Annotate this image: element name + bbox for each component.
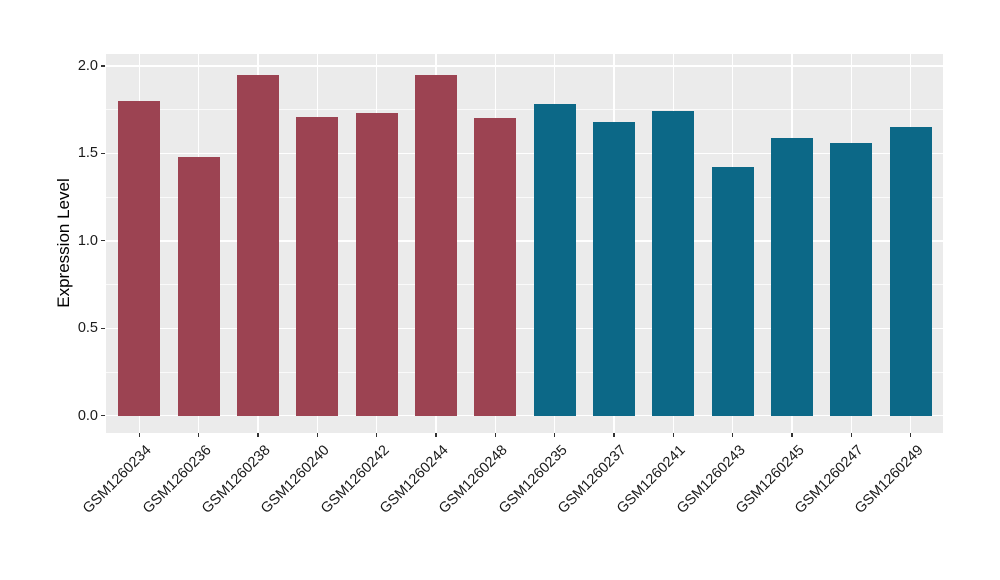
x-tick-mark xyxy=(494,433,496,437)
gridline-minor xyxy=(106,109,943,111)
gridline-major xyxy=(106,152,943,155)
bar xyxy=(236,74,279,416)
x-tick-mark xyxy=(554,433,556,437)
y-tick-mark xyxy=(101,327,105,329)
bar xyxy=(830,142,873,416)
y-tick-label: 0.5 xyxy=(77,320,98,337)
y-tick-mark xyxy=(101,415,105,417)
y-tick-mark xyxy=(101,240,105,242)
x-tick-mark xyxy=(198,433,200,437)
gridline-major xyxy=(106,414,943,417)
x-tick-mark xyxy=(791,433,793,437)
x-tick-mark xyxy=(850,433,852,437)
bar xyxy=(592,121,635,416)
y-tick-label: 1.5 xyxy=(77,145,98,162)
bar xyxy=(296,116,339,416)
y-tick-label: 2.0 xyxy=(77,58,98,74)
x-tick-mark xyxy=(435,433,437,437)
gridline-major xyxy=(106,65,943,67)
y-tick-label: 0.0 xyxy=(77,407,98,424)
bar xyxy=(414,74,457,416)
bar xyxy=(177,156,220,416)
bar xyxy=(889,127,932,416)
x-tick-mark xyxy=(316,433,318,437)
x-tick-mark xyxy=(732,433,734,437)
x-tick-mark xyxy=(672,433,674,437)
bar xyxy=(118,100,161,416)
gridline-major xyxy=(106,240,943,242)
x-tick-mark xyxy=(138,433,140,437)
x-tick-mark xyxy=(257,433,259,437)
plot-panel xyxy=(106,54,943,433)
bar xyxy=(533,104,576,416)
bar xyxy=(474,118,517,416)
x-tick-label: GSM1260249 xyxy=(851,442,927,517)
x-tick-mark xyxy=(613,433,615,437)
bar xyxy=(652,111,695,416)
gridline-minor xyxy=(106,196,943,198)
x-tick-mark xyxy=(376,433,378,437)
bar xyxy=(770,137,813,416)
x-tick-mark xyxy=(909,433,912,437)
y-tick-mark xyxy=(101,65,105,67)
gridline-minor xyxy=(106,371,943,373)
y-tick-label: 1.0 xyxy=(77,232,98,249)
gridline-major xyxy=(106,327,943,330)
y-tick-mark xyxy=(101,152,105,154)
bar xyxy=(355,113,398,416)
gridline-minor xyxy=(106,284,943,285)
bar xyxy=(711,167,754,416)
